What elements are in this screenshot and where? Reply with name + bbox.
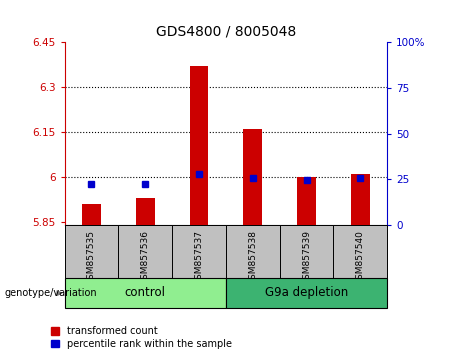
Bar [118,225,172,278]
Bar [333,225,387,278]
Bar [226,225,280,278]
Bar [65,278,226,308]
Bar [65,225,118,278]
Bar [280,225,333,278]
Bar [226,278,387,308]
Bar [136,198,154,225]
Text: GSM857536: GSM857536 [141,230,150,285]
Title: GDS4800 / 8005048: GDS4800 / 8005048 [156,24,296,39]
Bar [297,177,316,225]
Text: control: control [125,286,165,299]
Bar [243,129,262,225]
Text: GSM857535: GSM857535 [87,230,96,285]
Bar [82,204,101,225]
Text: GSM857538: GSM857538 [248,230,257,285]
Text: GSM857537: GSM857537 [195,230,203,285]
Text: G9a depletion: G9a depletion [265,286,348,299]
Bar [189,67,208,225]
Bar [172,225,226,278]
Text: GSM857540: GSM857540 [356,230,365,285]
Legend: transformed count, percentile rank within the sample: transformed count, percentile rank withi… [51,326,231,349]
Text: GSM857539: GSM857539 [302,230,311,285]
Bar [351,174,370,225]
Text: genotype/variation: genotype/variation [5,288,97,298]
